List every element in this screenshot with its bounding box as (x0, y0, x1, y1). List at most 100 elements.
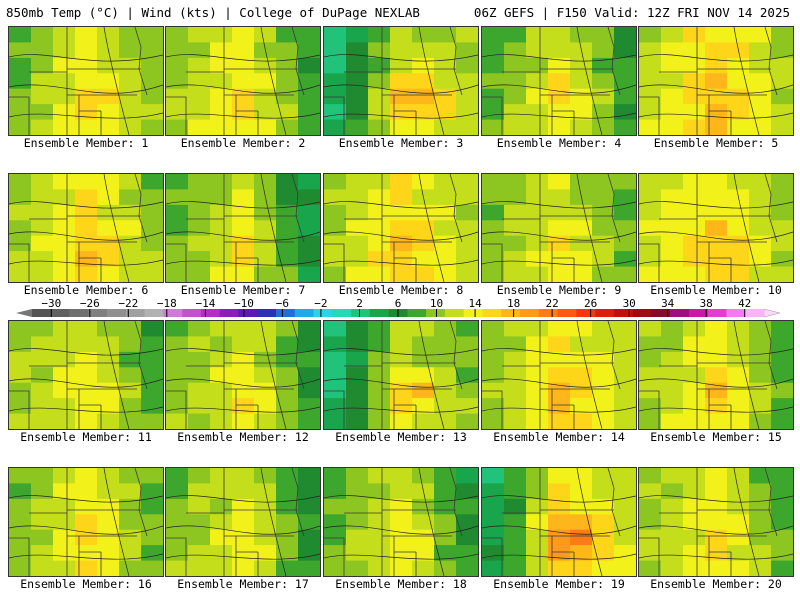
temperature-cell (368, 57, 391, 74)
temperature-cell (368, 27, 391, 43)
temperature-cell (526, 220, 549, 237)
temperature-cell (749, 367, 772, 384)
colorbar-swatch (595, 309, 615, 317)
temperature-cell (188, 104, 211, 121)
temperature-cell (683, 174, 706, 190)
state-borders (9, 174, 148, 282)
temperature-cell (749, 468, 772, 484)
temperature-cell (210, 204, 233, 221)
colorbar-swatch (107, 309, 127, 317)
temperature-cell (683, 351, 706, 368)
temperature-cell (298, 483, 320, 500)
colorbar-tick-label: −14 (195, 297, 215, 310)
temperature-cell (75, 42, 98, 59)
temperature-cell (683, 560, 706, 576)
temperature-cell (188, 498, 211, 515)
temperature-cell (456, 545, 478, 562)
temperature-cell (53, 398, 76, 415)
temperature-cell (639, 73, 662, 90)
temperature-cell (53, 189, 76, 206)
temperature-cell (97, 73, 120, 90)
temperature-cell (141, 351, 163, 368)
temperature-cell (749, 73, 772, 90)
temperature-cell (771, 468, 793, 484)
temperature-cell (548, 119, 571, 135)
state-borders (482, 321, 621, 429)
temperature-cell (683, 545, 706, 562)
temperature-cell (412, 251, 435, 268)
ensemble-member-panel: Ensemble Member: 5 (638, 26, 794, 161)
temperature-cell (592, 266, 615, 282)
temperature-cell (749, 251, 772, 268)
member-label: Ensemble Member: 10 (650, 283, 782, 297)
temperature-map (323, 173, 479, 283)
temperature-cell (188, 204, 211, 221)
temperature-cell (412, 73, 435, 90)
temperature-cell (75, 57, 98, 74)
temperature-cell (188, 382, 211, 399)
temperature-cell (570, 560, 593, 576)
temperature-cell (210, 529, 233, 546)
temperature-cell (705, 560, 728, 576)
temperature-cell (276, 104, 299, 121)
temperature-cell (504, 529, 527, 546)
temperature-cell (705, 235, 728, 252)
temperature-map (481, 467, 637, 577)
temperature-cell (727, 498, 750, 515)
temperature-cell (210, 367, 233, 384)
temperature-cell (97, 104, 120, 121)
temperature-cell (97, 174, 120, 190)
temperature-cell (749, 545, 772, 562)
contour-lines (166, 468, 320, 576)
temperature-cell (456, 468, 478, 484)
temperature-cell (31, 119, 54, 135)
temperature-cell (346, 104, 369, 121)
colorbar-swatch (125, 309, 145, 317)
temperature-cell (390, 367, 413, 384)
temperature-cell (592, 498, 615, 515)
temperature-cell (614, 529, 636, 546)
temperature-cell (346, 57, 369, 74)
temperature-cell (141, 468, 163, 484)
temperature-cell (298, 119, 320, 135)
temperature-cell (639, 321, 662, 337)
temperature-cell (526, 104, 549, 121)
temperature-cell (346, 560, 369, 576)
temperature-map (481, 173, 637, 283)
temperature-cell (31, 27, 54, 43)
temperature-cell (276, 220, 299, 237)
temperature-cell (526, 336, 549, 353)
temperature-cell (705, 266, 728, 282)
temperature-cell (749, 413, 772, 429)
temperature-cell (705, 483, 728, 500)
contour-lines (324, 27, 478, 135)
temperature-cell (592, 321, 615, 337)
state-borders (9, 27, 148, 135)
temperature-cell (97, 266, 120, 282)
temperature-cell (456, 204, 478, 221)
temperature-cell (346, 27, 369, 43)
temperature-cell (97, 57, 120, 74)
temperature-cell (434, 498, 457, 515)
ensemble-member-panel: Ensemble Member: 19 (481, 467, 637, 602)
temperature-cell (614, 321, 636, 337)
temperature-cell (482, 73, 505, 90)
temperature-cell (548, 336, 571, 353)
temperature-cell (346, 119, 369, 135)
ensemble-member-panel: Ensemble Member: 13 (323, 320, 479, 455)
temperature-cell (434, 57, 457, 74)
temperature-cell (390, 468, 413, 484)
temperature-cell (412, 235, 435, 252)
temperature-cell (412, 351, 435, 368)
temperature-cell (53, 336, 76, 353)
temperature-cell (614, 57, 636, 74)
temperature-cell (570, 57, 593, 74)
temperature-cell (53, 88, 76, 105)
temperature-cell (412, 266, 435, 282)
temperature-cell (456, 266, 478, 282)
temperature-cell (210, 189, 233, 206)
temperature-cell (771, 266, 793, 282)
temperature-cell (504, 174, 527, 190)
temperature-cell (75, 266, 98, 282)
temperature-cell (705, 468, 728, 484)
